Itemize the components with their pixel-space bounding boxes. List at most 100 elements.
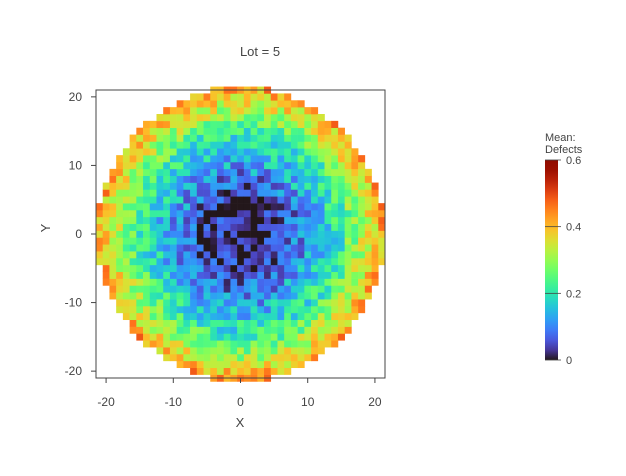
heatmap-cell: [317, 134, 325, 142]
heatmap-cell: [297, 175, 305, 183]
heatmap-cell: [196, 168, 204, 177]
heatmap-cell: [358, 258, 366, 266]
heatmap-cell: [284, 367, 292, 375]
heatmap-cell: [243, 155, 251, 163]
heatmap-cell: [116, 162, 124, 170]
heatmap-cell: [216, 306, 224, 314]
heatmap-cell: [351, 271, 359, 279]
heatmap-cell: [270, 107, 278, 115]
heatmap-cell: [297, 292, 305, 300]
heatmap-cell: [311, 107, 319, 115]
heatmap-cell: [270, 203, 278, 211]
heatmap-cell: [304, 155, 312, 163]
heatmap-cell: [203, 264, 211, 273]
heatmap-cell: [337, 203, 345, 211]
heatmap-cell: [311, 354, 319, 362]
heatmap-cell: [190, 264, 198, 273]
heatmap-cell: [223, 367, 231, 375]
heatmap-cell: [264, 93, 272, 101]
heatmap-cell: [230, 360, 238, 369]
heatmap-cell: [183, 306, 191, 314]
heatmap-cell: [257, 182, 265, 190]
heatmap-cell: [109, 223, 117, 231]
heatmap-cell: [290, 175, 298, 183]
heatmap-cell: [190, 203, 198, 211]
heatmap-cell: [183, 196, 191, 204]
heatmap-cell: [344, 299, 352, 307]
heatmap-cell: [284, 230, 292, 238]
heatmap-cell: [176, 120, 184, 129]
heatmap-cell: [304, 175, 312, 183]
heatmap-cell: [230, 107, 238, 115]
heatmap-cell: [250, 175, 258, 183]
heatmap-cell: [237, 114, 245, 122]
heatmap-cell: [223, 168, 231, 177]
heatmap-cell: [196, 367, 204, 375]
heatmap-cell: [203, 148, 211, 156]
heatmap-cell: [364, 278, 372, 286]
heatmap-cell: [243, 264, 251, 273]
heatmap-cell: [324, 203, 332, 211]
heatmap-cell: [163, 162, 171, 170]
heatmap-cell: [129, 155, 137, 163]
heatmap-cell: [324, 278, 332, 286]
heatmap-cell: [237, 333, 245, 341]
heatmap-cell: [364, 292, 372, 300]
heatmap-cell: [129, 189, 137, 197]
heatmap-cell: [324, 271, 332, 279]
heatmap-cell: [203, 319, 211, 327]
heatmap-cell: [324, 306, 332, 314]
heatmap-cell: [250, 258, 258, 266]
heatmap-cell: [264, 292, 272, 300]
heatmap-cell: [351, 237, 359, 245]
y-tick-label: -10: [65, 296, 83, 310]
heatmap-cell: [116, 237, 124, 245]
heatmap-cell: [203, 182, 211, 190]
heatmap-cell: [290, 134, 298, 142]
heatmap-cell: [351, 244, 359, 252]
heatmap-cell: [304, 319, 312, 327]
heatmap-cell: [176, 223, 184, 231]
heatmap-cell: [284, 134, 292, 142]
heatmap-cell: [169, 319, 177, 327]
heatmap-cell: [277, 258, 285, 266]
heatmap-cell: [243, 278, 251, 286]
heatmap-cell: [176, 278, 184, 286]
heatmap-cell: [277, 107, 285, 115]
heatmap-cells: [96, 86, 386, 382]
heatmap-cell: [358, 210, 366, 218]
heatmap-cell: [317, 264, 325, 273]
heatmap-cell: [311, 340, 319, 348]
heatmap-cell: [210, 244, 218, 252]
heatmap-cell: [116, 175, 124, 183]
heatmap-cell: [351, 292, 359, 300]
heatmap-cell: [331, 162, 339, 170]
heatmap-cell: [257, 340, 265, 348]
heatmap-cell: [331, 340, 339, 348]
colorbar: [545, 160, 558, 360]
heatmap-cell: [169, 196, 177, 204]
heatmap-cell: [129, 306, 137, 314]
heatmap-cell: [270, 175, 278, 183]
heatmap-cell: [190, 237, 198, 245]
heatmap-cell: [183, 107, 191, 115]
heatmap-cell: [331, 326, 339, 334]
heatmap-cell: [203, 127, 211, 135]
heatmap-cell: [331, 278, 339, 286]
heatmap-cell: [176, 292, 184, 300]
heatmap-cell: [156, 312, 164, 321]
heatmap-cell: [264, 175, 272, 183]
heatmap-cell: [156, 182, 164, 190]
heatmap-cell: [169, 127, 177, 135]
heatmap-cell: [243, 203, 251, 211]
heatmap-cell: [270, 264, 278, 273]
heatmap-cell: [237, 264, 245, 273]
heatmap-cell: [257, 333, 265, 341]
heatmap-cell: [169, 340, 177, 348]
heatmap-cell: [183, 148, 191, 156]
heatmap-cell: [257, 278, 265, 286]
heatmap-cell: [190, 292, 198, 300]
heatmap-cell: [311, 333, 319, 341]
heatmap-cell: [196, 319, 204, 327]
heatmap-cell: [149, 230, 157, 238]
